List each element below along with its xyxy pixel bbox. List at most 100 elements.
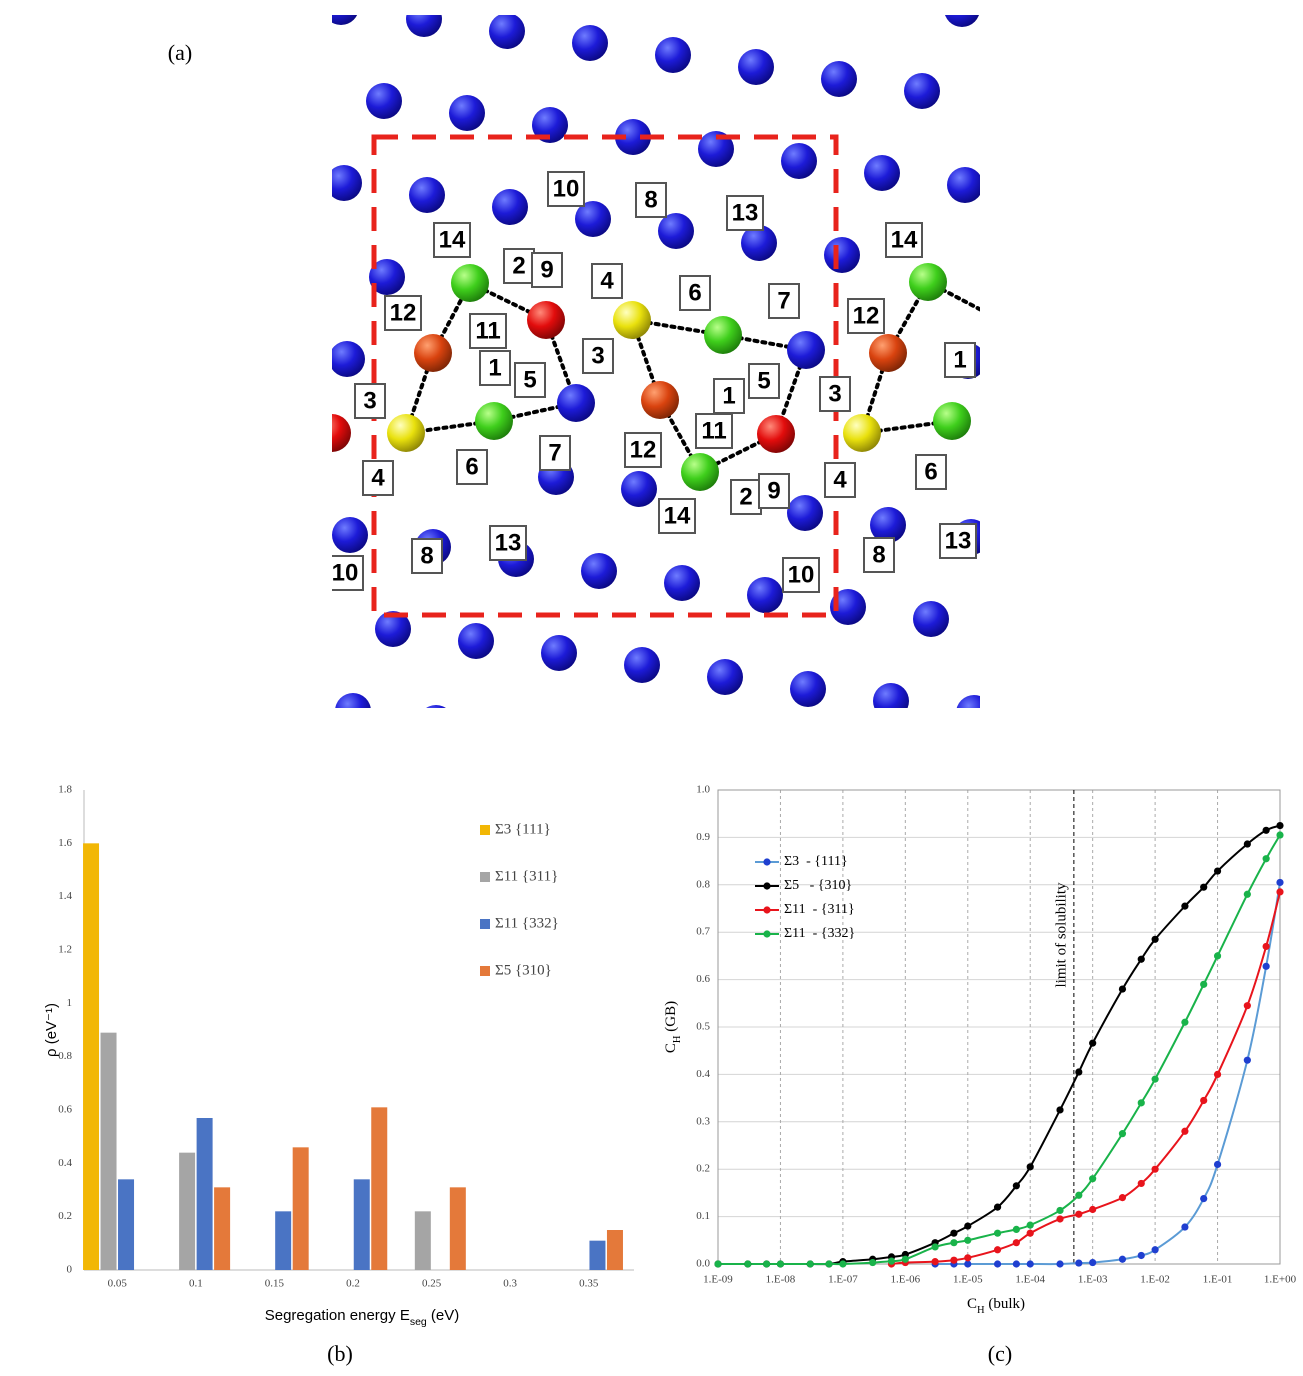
site-label-box	[768, 283, 800, 319]
atom	[658, 213, 694, 249]
site-label-box	[539, 435, 571, 471]
bar	[292, 1147, 309, 1270]
site-label: 2	[512, 252, 525, 279]
data-point	[1262, 962, 1270, 970]
legend-label: Σ11 {311}	[495, 868, 558, 884]
annotation-label: limit of solubility	[1053, 882, 1069, 988]
site-label-box	[624, 432, 662, 468]
atom	[369, 259, 405, 295]
atom	[557, 384, 595, 422]
data-point	[1137, 1099, 1145, 1107]
data-point	[806, 1260, 814, 1268]
bar	[100, 1032, 117, 1270]
legend-label: Σ11 - {332}	[784, 926, 855, 941]
data-point	[1262, 855, 1270, 863]
legend-marker	[763, 930, 771, 938]
data-point	[901, 1255, 909, 1263]
data-point	[1213, 867, 1222, 875]
data-point	[1243, 1002, 1251, 1010]
atom	[426, 705, 446, 708]
atom	[458, 623, 494, 659]
data-point	[950, 1256, 958, 1264]
x-tick-label: 1.E-07	[828, 1274, 858, 1286]
data-point	[1137, 955, 1145, 963]
atom	[575, 201, 611, 237]
data-point	[1075, 1259, 1083, 1267]
data-point	[1276, 888, 1284, 896]
site-label-box	[411, 538, 443, 574]
data-point	[1243, 840, 1251, 848]
legend-label: Σ11 - {311}	[784, 902, 855, 917]
site-label-box	[362, 460, 394, 496]
atom	[790, 671, 826, 707]
panel-label: (b)	[327, 1341, 353, 1366]
bar	[414, 1211, 431, 1270]
data-point	[993, 1260, 1002, 1268]
data-point	[1213, 952, 1222, 960]
site-label-box	[547, 171, 585, 207]
legend-label: Σ5 {310}	[495, 962, 552, 978]
site-label: 10	[553, 175, 580, 202]
site-label-box	[679, 275, 711, 311]
atom	[821, 61, 857, 97]
site-label: 11	[701, 417, 726, 444]
atom	[787, 495, 823, 531]
bar	[118, 1179, 135, 1270]
x-tick-label: 1.E+00	[1264, 1274, 1297, 1286]
y-tick-label: 0.8	[696, 878, 710, 890]
bar	[275, 1211, 292, 1270]
site-label-box	[847, 298, 885, 334]
atom	[332, 341, 365, 377]
axis-title-text: Segregation energy E	[265, 1307, 410, 1324]
x-tick-label: 0.25	[422, 1278, 442, 1290]
site-label-box	[885, 222, 923, 258]
y-tick-label: 0.8	[58, 1050, 72, 1062]
atom	[532, 107, 568, 143]
site-label: 4	[833, 466, 847, 493]
axis-title-sub: seg	[410, 1316, 427, 1328]
site-label: 13	[495, 529, 522, 556]
site-label: 1	[953, 346, 966, 373]
x-tick-label: 0.2	[346, 1278, 360, 1290]
x-tick-label: 0.15	[265, 1278, 285, 1290]
data-point	[1075, 1068, 1083, 1076]
atom	[704, 316, 742, 354]
atom	[581, 553, 617, 589]
atom	[332, 15, 358, 25]
site-label: 8	[644, 186, 657, 213]
site-label-box	[479, 350, 511, 386]
y-tick-label: 0.0	[696, 1258, 710, 1270]
data-point	[1026, 1163, 1034, 1171]
atom	[738, 49, 774, 85]
site-label-box	[469, 313, 507, 349]
site-label: 12	[630, 436, 657, 463]
legend-label: Σ3 {111}	[495, 821, 551, 837]
atom	[864, 155, 900, 191]
atom	[869, 334, 907, 372]
atom	[335, 693, 371, 708]
site-label-box	[433, 222, 471, 258]
site-label: 9	[540, 256, 553, 283]
data-point	[1118, 1194, 1127, 1202]
site-label-box	[635, 182, 667, 218]
atom	[449, 95, 485, 131]
legend-marker	[763, 906, 771, 914]
data-point	[1262, 942, 1270, 951]
atom	[824, 237, 860, 273]
atom	[664, 565, 700, 601]
site-label: 2	[739, 483, 752, 510]
x-tick-label: 1.E-03	[1078, 1274, 1108, 1286]
site-label: 6	[924, 458, 937, 485]
data-point	[1243, 890, 1251, 898]
atom	[707, 659, 743, 695]
atom	[913, 601, 949, 637]
data-point	[1012, 1260, 1020, 1268]
data-point	[1200, 980, 1208, 988]
data-point	[964, 1222, 972, 1230]
data-point	[993, 1203, 1002, 1211]
site-label: 5	[523, 366, 536, 393]
x-tick-label: 1.E-08	[766, 1274, 796, 1286]
x-tick-label: 1.E-05	[953, 1274, 983, 1286]
axis-title: CH (bulk)	[967, 1296, 1025, 1315]
